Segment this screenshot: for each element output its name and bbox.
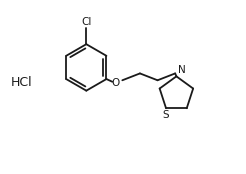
Text: N: N (178, 65, 185, 75)
Text: O: O (111, 78, 120, 88)
Text: Cl: Cl (81, 17, 92, 27)
Text: S: S (163, 110, 169, 120)
Text: HCl: HCl (11, 76, 32, 89)
